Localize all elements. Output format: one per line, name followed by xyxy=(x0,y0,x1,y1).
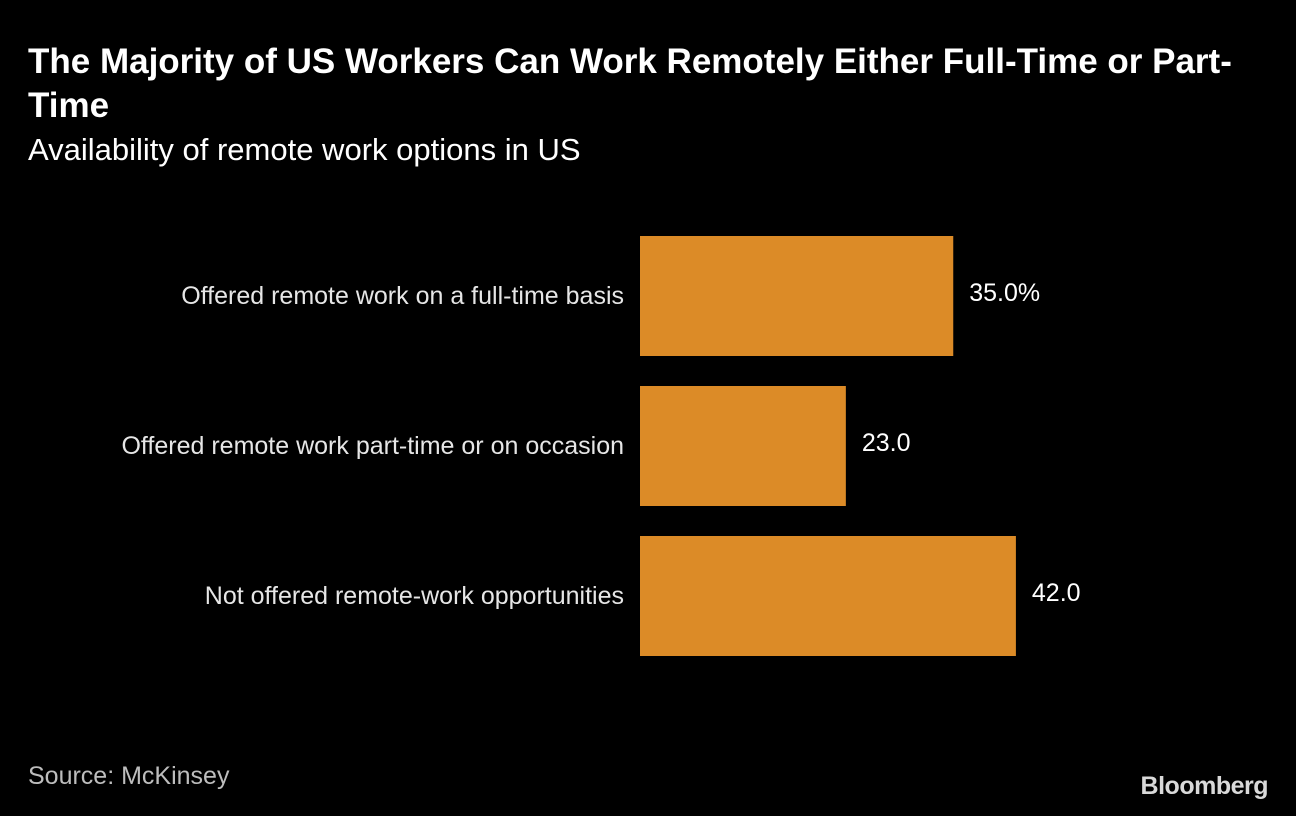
bloomberg-logo: Bloomberg xyxy=(1140,772,1269,800)
category-label: Not offered remote-work opportunities xyxy=(205,582,624,610)
chart-subtitle: Availability of remote work options in U… xyxy=(28,132,581,167)
category-label: Offered remote work part-time or on occa… xyxy=(121,432,624,460)
bar-1 xyxy=(640,236,954,356)
chart-title: The Majority of US Workers Can Work Remo… xyxy=(28,42,1232,125)
bar-2 xyxy=(640,386,846,506)
category-label: Offered remote work on a full-time basis xyxy=(181,282,624,310)
data-label: 42.0 xyxy=(1032,579,1081,607)
data-label: 23.0 xyxy=(862,429,911,457)
data-label: 35.0% xyxy=(969,279,1040,307)
source-note: Source: McKinsey xyxy=(28,762,230,790)
bar-3 xyxy=(640,536,1016,656)
